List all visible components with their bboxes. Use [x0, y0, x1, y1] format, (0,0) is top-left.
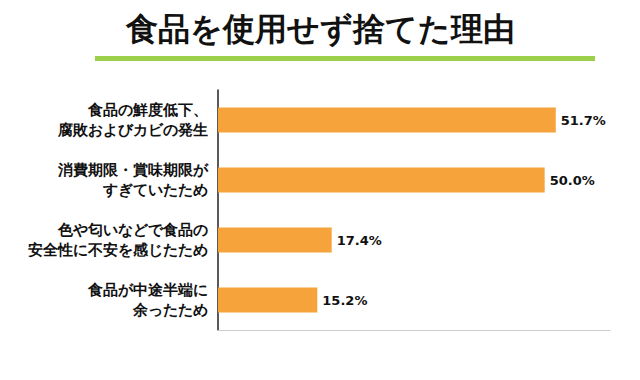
- svg-text:50.0%: 50.0%: [550, 173, 595, 188]
- svg-text:消費期限・賞味期限が: 消費期限・賞味期限が: [57, 161, 209, 179]
- svg-text:色や匂いなどで食品の: 色や匂いなどで食品の: [57, 221, 208, 239]
- svg-text:安全性に不安を感じたため: 安全性に不安を感じたため: [28, 241, 208, 259]
- svg-text:腐敗およびカビの発生: 腐敗およびカビの発生: [57, 121, 208, 139]
- svg-text:食品を使用せず捨てた理由: 食品を使用せず捨てた理由: [125, 10, 515, 48]
- svg-text:17.4%: 17.4%: [337, 233, 382, 248]
- svg-text:余ったため: 余ったため: [132, 301, 208, 319]
- svg-text:食品が中途半端に: 食品が中途半端に: [87, 281, 208, 299]
- svg-text:15.2%: 15.2%: [322, 293, 367, 308]
- svg-text:51.7%: 51.7%: [561, 113, 606, 128]
- svg-text:すぎていたため: すぎていたため: [102, 181, 208, 199]
- svg-text:食品の鮮度低下、: 食品の鮮度低下、: [87, 101, 208, 119]
